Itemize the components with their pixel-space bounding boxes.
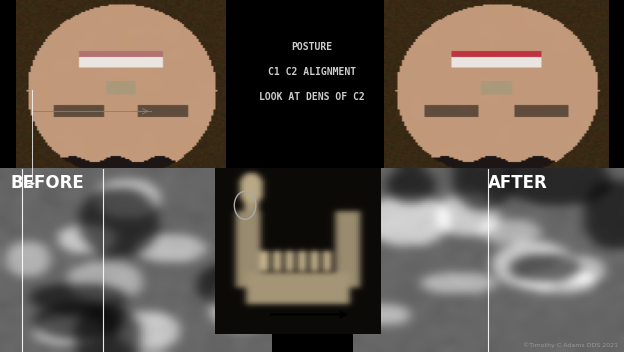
Text: POSTURE: POSTURE xyxy=(291,42,333,52)
Bar xyxy=(215,169,381,334)
Text: ©Timothy C Adams DDS 2021: ©Timothy C Adams DDS 2021 xyxy=(523,343,618,348)
Text: BEFORE: BEFORE xyxy=(11,175,85,193)
Text: C1 C2 ALIGNMENT: C1 C2 ALIGNMENT xyxy=(268,67,356,77)
Text: LOOK AT DENS OF C2: LOOK AT DENS OF C2 xyxy=(259,92,365,101)
Text: AFTER: AFTER xyxy=(488,175,548,193)
